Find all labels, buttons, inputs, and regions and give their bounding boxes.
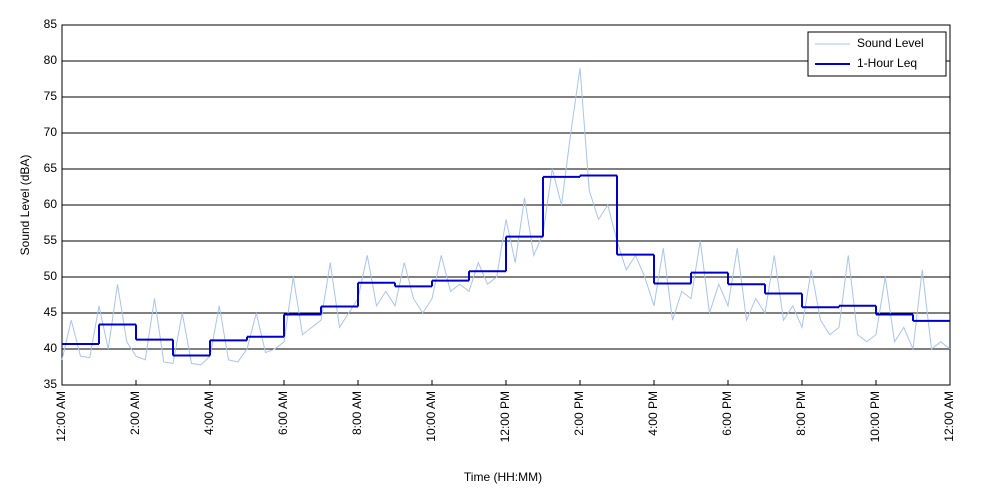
y-tick-label: 80 bbox=[44, 53, 58, 67]
y-tick-label: 40 bbox=[44, 341, 58, 355]
y-axis-label: Sound Level (dBA) bbox=[18, 155, 32, 256]
x-axis-label: Time (HH:MM) bbox=[464, 470, 542, 484]
y-tick-label: 70 bbox=[44, 125, 58, 139]
x-tick-label: 12:00 AM bbox=[942, 391, 956, 442]
y-tick-label: 55 bbox=[44, 233, 58, 247]
x-tick-label: 4:00 AM bbox=[202, 391, 216, 435]
legend-label: 1-Hour Leq bbox=[857, 56, 917, 70]
x-tick-label: 10:00 PM bbox=[868, 391, 882, 442]
y-tick-label: 75 bbox=[44, 89, 58, 103]
x-tick-label: 2:00 AM bbox=[128, 391, 142, 435]
x-tick-label: 6:00 AM bbox=[276, 391, 290, 435]
legend-box bbox=[807, 31, 947, 77]
x-tick-label: 8:00 AM bbox=[350, 391, 364, 435]
y-tick-label: 85 bbox=[44, 17, 58, 31]
x-tick-label: 4:00 PM bbox=[646, 391, 660, 436]
x-tick-label: 2:00 PM bbox=[572, 391, 586, 436]
y-tick-label: 60 bbox=[44, 197, 58, 211]
y-tick-label: 35 bbox=[44, 377, 58, 391]
x-tick-label: 10:00 AM bbox=[424, 391, 438, 442]
x-tick-label: 8:00 PM bbox=[794, 391, 808, 436]
x-tick-label: 6:00 PM bbox=[720, 391, 734, 436]
y-tick-label: 45 bbox=[44, 305, 58, 319]
x-tick-label: 12:00 PM bbox=[498, 391, 512, 442]
y-tick-label: 50 bbox=[44, 269, 58, 283]
legend-label: Sound Level bbox=[857, 36, 924, 50]
x-tick-label: 12:00 AM bbox=[54, 391, 68, 442]
y-tick-label: 65 bbox=[44, 161, 58, 175]
